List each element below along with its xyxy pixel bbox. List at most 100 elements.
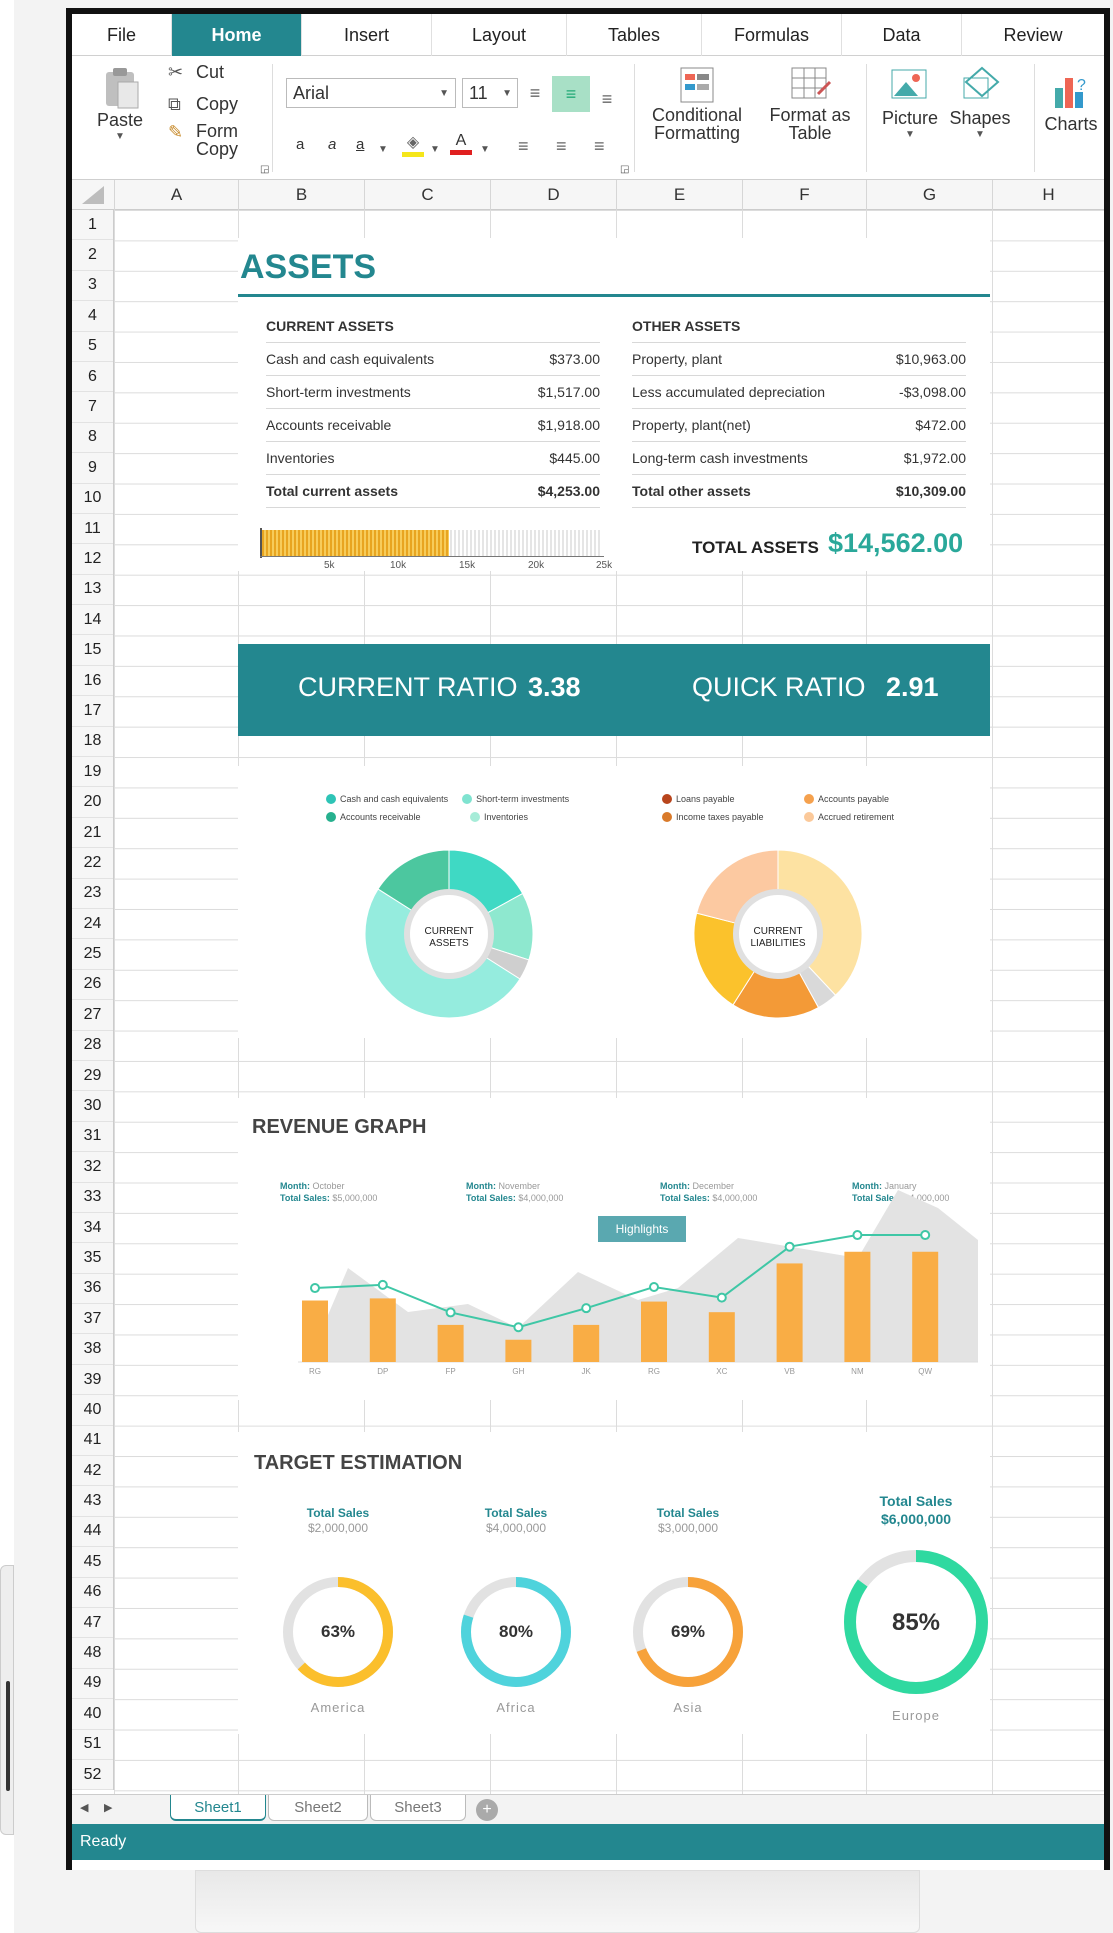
row-header[interactable]: 23 xyxy=(72,879,113,909)
row-header[interactable]: 26 xyxy=(72,970,113,1001)
column-header-f[interactable]: F xyxy=(742,180,866,210)
row-header[interactable]: 40 xyxy=(72,1395,113,1426)
tab-home[interactable]: Home xyxy=(172,14,302,56)
dialog-launcher-icon[interactable]: ◲ xyxy=(620,164,630,175)
conditional-formatting-button[interactable]: Conditional Formatting xyxy=(642,64,752,142)
tab-review[interactable]: Review xyxy=(1003,24,1063,45)
charts-button[interactable]: ? Charts xyxy=(1040,70,1102,135)
row-header[interactable]: 47 xyxy=(72,1608,113,1639)
column-header-g[interactable]: G xyxy=(866,180,992,210)
format-as-table-button[interactable]: Format as Table xyxy=(762,64,858,142)
row-header[interactable]: 38 xyxy=(72,1334,113,1365)
tab-file[interactable]: File xyxy=(72,14,172,56)
row-header[interactable]: 22 xyxy=(72,848,113,879)
row-header[interactable]: 12 xyxy=(72,544,113,575)
underline-button[interactable]: a xyxy=(356,136,365,153)
picture-button[interactable]: Picture ▼ xyxy=(878,64,942,140)
sheet-tab-2[interactable]: Sheet2 xyxy=(268,1795,368,1821)
row-header[interactable]: 49 xyxy=(72,1669,113,1700)
row-header[interactable]: 2 xyxy=(72,240,113,271)
font-size-select[interactable]: 11 ▼ xyxy=(462,78,518,108)
align-middle-icon[interactable]: ≡ xyxy=(552,76,590,112)
cut-button[interactable]: ✂ Cut xyxy=(168,62,224,83)
font-color-button[interactable]: A xyxy=(450,132,472,155)
highlight-button[interactable]: ◈ xyxy=(402,132,424,157)
align-right-icon[interactable]: ≡ xyxy=(594,136,605,156)
font-shrink-button[interactable]: a xyxy=(296,136,305,153)
row-header[interactable]: 32 xyxy=(72,1152,113,1183)
format-copy-button[interactable]: ✎ Form Copy xyxy=(168,122,238,158)
column-header-a[interactable]: A xyxy=(114,180,238,210)
row-header[interactable]: 8 xyxy=(72,423,113,454)
sheet-tab-1[interactable]: Sheet1 xyxy=(170,1795,266,1821)
row-header[interactable]: 18 xyxy=(72,727,113,758)
row-header[interactable]: 21 xyxy=(72,818,113,849)
chevron-down-icon[interactable]: ▼ xyxy=(430,144,440,155)
column-header-e[interactable]: E xyxy=(616,180,742,210)
row-header[interactable]: 33 xyxy=(72,1183,113,1213)
row-header[interactable]: 30 xyxy=(72,1091,113,1122)
row-header[interactable]: 35 xyxy=(72,1243,113,1274)
row-header[interactable]: 17 xyxy=(72,696,113,727)
row-header[interactable]: 4 xyxy=(72,301,113,332)
row-header[interactable]: 11 xyxy=(72,514,113,545)
row-header[interactable]: 25 xyxy=(72,939,113,970)
select-all-corner[interactable] xyxy=(72,180,114,210)
tab-formulas[interactable]: Formulas xyxy=(702,14,842,56)
scroll-right-icon[interactable]: ▶ xyxy=(104,1802,113,1814)
row-header[interactable]: 20 xyxy=(72,787,113,818)
row-header[interactable]: 36 xyxy=(72,1274,113,1305)
row-header[interactable]: 13 xyxy=(72,575,113,606)
row-header[interactable]: 14 xyxy=(72,605,113,636)
row-header[interactable]: 7 xyxy=(72,392,113,423)
column-header-d[interactable]: D xyxy=(490,180,616,210)
row-header[interactable]: 42 xyxy=(72,1456,113,1487)
row-header[interactable]: 15 xyxy=(72,635,113,666)
row-header[interactable]: 44 xyxy=(72,1517,113,1548)
copy-button[interactable]: ⧉ Copy xyxy=(168,94,238,115)
chevron-down-icon[interactable]: ▼ xyxy=(480,144,490,155)
row-header[interactable]: 48 xyxy=(72,1638,113,1669)
row-header[interactable]: 16 xyxy=(72,666,113,697)
tab-layout[interactable]: Layout xyxy=(432,14,567,56)
row-header[interactable]: 52 xyxy=(72,1760,113,1791)
row-header[interactable]: 10 xyxy=(72,484,113,514)
dialog-launcher-icon[interactable]: ◲ xyxy=(260,164,270,175)
tab-tables[interactable]: Tables xyxy=(567,14,702,56)
row-header[interactable]: 31 xyxy=(72,1122,113,1153)
column-header-c[interactable]: C xyxy=(364,180,490,210)
font-name-select[interactable]: Arial ▼ xyxy=(286,78,456,108)
italic-button[interactable]: a xyxy=(328,136,337,153)
row-header[interactable]: 39 xyxy=(72,1365,113,1396)
paste-button[interactable]: Paste ▼ xyxy=(94,66,146,142)
tab-insert[interactable]: Insert xyxy=(302,14,432,56)
row-header[interactable]: 40 xyxy=(72,1699,113,1730)
row-header[interactable]: 46 xyxy=(72,1578,113,1608)
align-bottom-icon[interactable]: ≡ xyxy=(601,88,613,109)
row-header[interactable]: 34 xyxy=(72,1213,113,1244)
sheet-tab-3[interactable]: Sheet3 xyxy=(370,1795,466,1821)
align-top-icon[interactable]: ≡ xyxy=(529,82,541,103)
row-header[interactable]: 1 xyxy=(72,210,113,241)
row-header[interactable]: 37 xyxy=(72,1304,113,1335)
add-sheet-icon[interactable]: + xyxy=(476,1799,498,1821)
align-center-icon[interactable]: ≡ xyxy=(556,136,567,156)
align-left-icon[interactable]: ≡ xyxy=(518,136,529,156)
row-header[interactable]: 6 xyxy=(72,362,113,393)
shapes-button[interactable]: Shapes ▼ xyxy=(948,64,1012,140)
row-header[interactable]: 43 xyxy=(72,1486,113,1517)
tab-data[interactable]: Data xyxy=(842,14,962,56)
row-header[interactable]: 41 xyxy=(72,1426,113,1457)
row-header[interactable]: 24 xyxy=(72,909,113,940)
row-header[interactable]: 29 xyxy=(72,1061,113,1092)
column-header-b[interactable]: B xyxy=(238,180,364,210)
row-header[interactable]: 5 xyxy=(72,332,113,362)
row-header[interactable]: 28 xyxy=(72,1031,113,1061)
row-header[interactable]: 9 xyxy=(72,453,113,484)
highlights-badge[interactable]: Highlights xyxy=(598,1216,686,1242)
scroll-left-icon[interactable]: ◀ xyxy=(80,1802,89,1814)
row-header[interactable]: 45 xyxy=(72,1547,113,1578)
row-header[interactable]: 51 xyxy=(72,1730,113,1760)
column-header-h[interactable]: H xyxy=(992,180,1104,210)
row-header[interactable]: 19 xyxy=(72,757,113,788)
